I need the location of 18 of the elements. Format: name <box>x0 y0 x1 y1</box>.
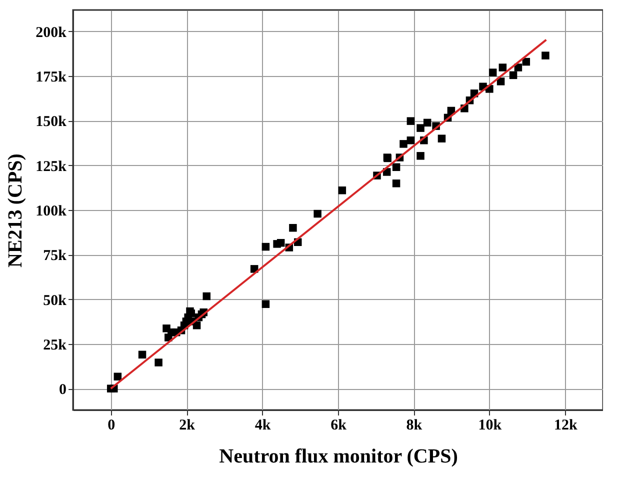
x-tick-label: 8k <box>406 418 423 434</box>
y-tick-label: 150k <box>36 114 68 130</box>
x-tick-label: 2k <box>179 418 196 434</box>
y-axis-title: NE213 (CPS) <box>4 154 27 268</box>
y-tick-label: 125k <box>36 158 68 175</box>
y-tick-label: 0 <box>59 382 66 398</box>
y-tick-label: 200k <box>36 24 68 41</box>
x-tick-label: 6k <box>330 418 348 434</box>
x-tick-label: 0 <box>108 418 116 434</box>
x-tick-label: 4k <box>254 418 272 434</box>
y-tick-label: 100k <box>36 204 68 220</box>
y-tick-label: 175k <box>36 70 68 86</box>
x-axis-title: Neutron flux monitor (CPS) <box>219 446 458 468</box>
y-tick-label: 25k <box>43 337 68 354</box>
x-tick-label: 10k <box>478 418 502 434</box>
y-tick-label: 50k <box>43 292 68 309</box>
x-tick-label: 12k <box>554 418 578 434</box>
y-tick-label: 75k <box>43 248 68 264</box>
